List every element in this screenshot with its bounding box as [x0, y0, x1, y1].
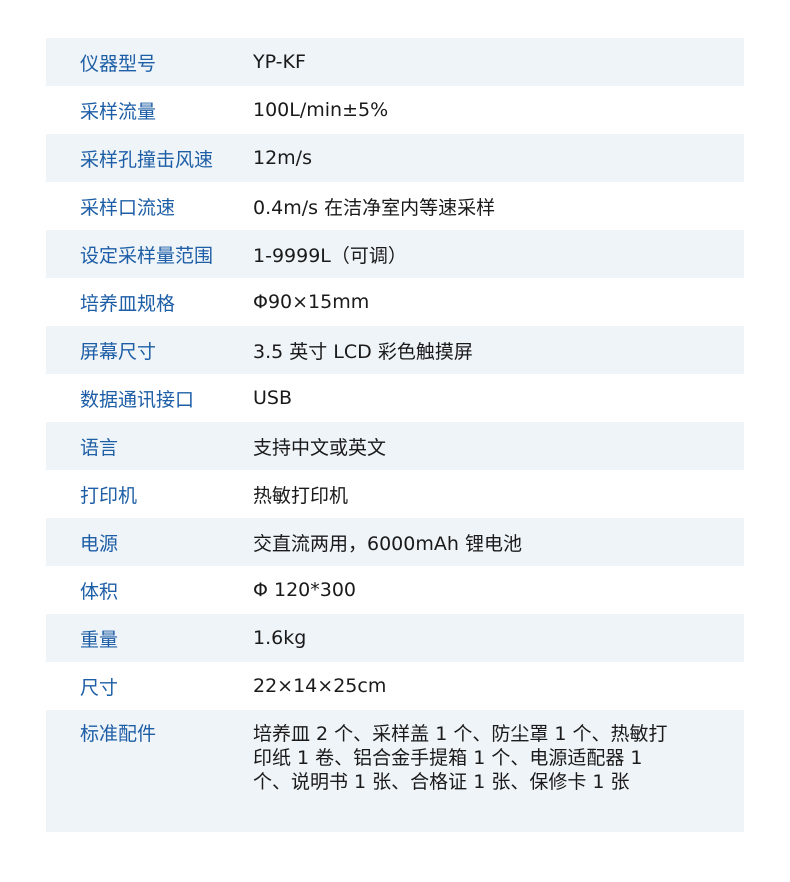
spec-value: 100L/min±5%: [253, 99, 389, 121]
spec-value: 12m/s: [253, 147, 312, 169]
spec-row: 屏幕尺寸 3.5 英寸 LCD 彩色触摸屏: [46, 326, 744, 374]
spec-label: 数据通讯接口: [80, 388, 195, 411]
spec-label: 标准配件: [80, 723, 157, 745]
spec-value: 0.4m/s 在洁净室内等速采样: [253, 196, 496, 219]
spec-label: 体积: [80, 580, 119, 603]
spec-row: 采样孔撞击风速 12m/s: [46, 134, 744, 182]
spec-value: YP-KF: [253, 51, 306, 73]
spec-value: 支持中文或英文: [253, 436, 387, 459]
spec-row: 数据通讯接口 USB: [46, 374, 744, 422]
spec-row: 仪器型号 YP-KF: [46, 38, 744, 86]
spec-row: 设定采样量范围 1-9999L（可调）: [46, 230, 744, 278]
spec-row: 电源 交直流两用，6000mAh 锂电池: [46, 518, 744, 566]
spec-value: 培养皿 2 个、采样盖 1 个、防尘罩 1 个、热敏打印纸 1 卷、铝合金手提箱…: [253, 723, 668, 793]
spec-row: 尺寸 22×14×25cm: [46, 662, 744, 710]
spec-value: 热敏打印机: [253, 484, 349, 507]
spec-label: 尺寸: [80, 676, 119, 699]
spec-table: 仪器型号 YP-KF 采样流量 100L/min±5% 采样孔撞击风速 12m/s 采样口流…: [46, 38, 744, 832]
spec-row: 语言 支持中文或英文: [46, 422, 744, 470]
spec-value: 1.6kg: [253, 627, 307, 649]
spec-label: 仪器型号: [80, 52, 157, 75]
spec-label: 语言: [80, 436, 119, 459]
spec-row: 培养皿规格 Φ90×15mm: [46, 278, 744, 326]
spec-value: 22×14×25cm: [253, 675, 387, 697]
spec-label: 打印机: [80, 484, 138, 507]
spec-value: 交直流两用，6000mAh 锂电池: [253, 532, 522, 555]
spec-label: 电源: [80, 532, 119, 555]
spec-value: Φ90×15mm: [253, 291, 370, 313]
spec-label: 培养皿规格: [80, 292, 176, 315]
spec-label: 采样流量: [80, 100, 157, 123]
spec-row: 标准配件 培养皿 2 个、采样盖 1 个、防尘罩 1 个、热敏打印纸 1 卷、铝合…: [46, 710, 744, 832]
spec-value: 1-9999L（可调）: [253, 244, 407, 267]
spec-row: 打印机 热敏打印机: [46, 470, 744, 518]
spec-row: 重量 1.6kg: [46, 614, 744, 662]
spec-row: 体积 Φ 120*300: [46, 566, 744, 614]
spec-label: 采样口流速: [80, 196, 176, 219]
spec-value: 3.5 英寸 LCD 彩色触摸屏: [253, 340, 473, 363]
spec-row: 采样流量 100L/min±5%: [46, 86, 744, 134]
spec-label: 重量: [80, 628, 119, 651]
spec-label: 采样孔撞击风速: [80, 148, 214, 171]
spec-row: 采样口流速 0.4m/s 在洁净室内等速采样: [46, 182, 744, 230]
spec-value: USB: [253, 387, 293, 409]
spec-label: 设定采样量范围: [80, 244, 214, 267]
spec-label: 屏幕尺寸: [80, 340, 157, 363]
spec-value: Φ 120*300: [253, 579, 357, 601]
